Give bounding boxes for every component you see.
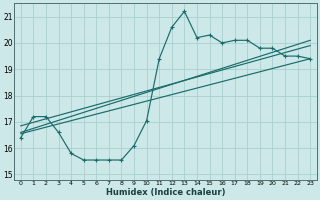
- X-axis label: Humidex (Indice chaleur): Humidex (Indice chaleur): [106, 188, 225, 197]
